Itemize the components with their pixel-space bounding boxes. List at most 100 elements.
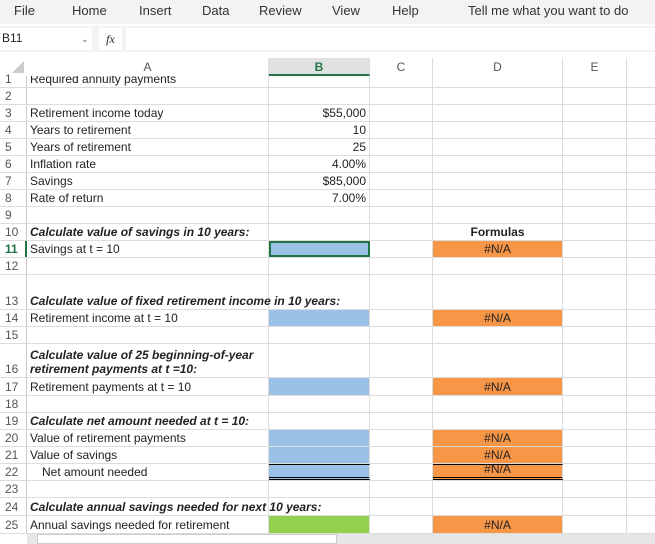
cell-f17[interactable]	[627, 378, 655, 395]
cell-b6[interactable]: 4.00%	[269, 156, 370, 172]
cell-b24[interactable]	[269, 498, 370, 515]
cell-e12[interactable]	[563, 258, 627, 274]
cell-b17[interactable]	[269, 378, 370, 395]
cell-c16[interactable]	[370, 344, 433, 377]
cell-f5[interactable]	[627, 139, 655, 155]
cell-d2[interactable]	[433, 88, 563, 104]
cell-f10[interactable]	[627, 224, 655, 240]
cell-c12[interactable]	[370, 258, 433, 274]
menu-review[interactable]: Review	[259, 3, 302, 18]
cell-f18[interactable]	[627, 396, 655, 412]
cell-a12[interactable]	[27, 258, 269, 274]
cell-a3[interactable]: Retirement income today	[27, 105, 269, 121]
cell-f20[interactable]	[627, 430, 655, 446]
cell-f15[interactable]	[627, 327, 655, 343]
cell-a25[interactable]: Annual savings needed for retirement	[27, 516, 269, 533]
cell-b20[interactable]	[269, 430, 370, 446]
cell-c8[interactable]	[370, 190, 433, 206]
column-header-d[interactable]: D	[433, 58, 563, 76]
cell-d13[interactable]	[433, 275, 563, 309]
insert-function-button[interactable]: fx	[99, 28, 122, 50]
cell-b4[interactable]: 10	[269, 122, 370, 138]
cell-f23[interactable]	[627, 481, 655, 497]
cell-e4[interactable]	[563, 122, 627, 138]
row-header[interactable]: 11	[0, 241, 27, 257]
cell-d14[interactable]: #N/A	[433, 310, 563, 326]
cell-b3[interactable]: $55,000	[269, 105, 370, 121]
cell-c2[interactable]	[370, 88, 433, 104]
cell-c13[interactable]	[370, 275, 433, 309]
cell-e10[interactable]	[563, 224, 627, 240]
cell-f1[interactable]	[627, 76, 655, 87]
cell-b10[interactable]	[269, 224, 370, 240]
cell-f2[interactable]	[627, 88, 655, 104]
cell-a21[interactable]: Value of savings	[27, 447, 269, 463]
menu-help[interactable]: Help	[392, 3, 419, 18]
row-header[interactable]: 9	[0, 207, 27, 223]
cell-c18[interactable]	[370, 396, 433, 412]
cell-c14[interactable]	[370, 310, 433, 326]
cell-f13[interactable]	[627, 275, 655, 309]
cell-f6[interactable]	[627, 156, 655, 172]
cell-f21[interactable]	[627, 447, 655, 463]
cell-a10[interactable]: Calculate value of savings in 10 years:	[27, 224, 269, 240]
cell-a13[interactable]: Calculate value of fixed retirement inco…	[27, 275, 340, 309]
cell-b13[interactable]	[269, 275, 370, 309]
cell-c17[interactable]	[370, 378, 433, 395]
cell-a8[interactable]: Rate of return	[27, 190, 269, 206]
cell-f9[interactable]	[627, 207, 655, 223]
cell-c5[interactable]	[370, 139, 433, 155]
cell-b19[interactable]	[269, 413, 370, 429]
cell-d12[interactable]	[433, 258, 563, 274]
cell-d15[interactable]	[433, 327, 563, 343]
cell-e20[interactable]	[563, 430, 627, 446]
cell-c24[interactable]	[370, 498, 433, 515]
cell-b14[interactable]	[269, 310, 370, 326]
cell-e9[interactable]	[563, 207, 627, 223]
row-header[interactable]: 21	[0, 447, 27, 463]
cell-d19[interactable]	[433, 413, 563, 429]
row-header[interactable]: 7	[0, 173, 27, 189]
cell-a11[interactable]: Savings at t = 10	[27, 241, 269, 257]
cell-d8[interactable]	[433, 190, 563, 206]
cell-d22[interactable]: #N/A	[433, 462, 563, 480]
row-header[interactable]: 12	[0, 258, 27, 274]
cell-b8[interactable]: 7.00%	[269, 190, 370, 206]
select-all-button[interactable]	[0, 58, 27, 76]
cell-e2[interactable]	[563, 88, 627, 104]
column-header-c[interactable]: C	[370, 58, 433, 76]
cell-d10[interactable]: Formulas	[433, 224, 563, 240]
column-header-e[interactable]: E	[563, 58, 627, 76]
cell-d11[interactable]: #N/A	[433, 241, 563, 257]
cell-a16[interactable]: Calculate value of 25 beginning-of-year …	[27, 344, 269, 377]
menu-home[interactable]: Home	[72, 3, 107, 18]
cell-f22[interactable]	[627, 464, 655, 480]
cell-b25[interactable]	[269, 516, 370, 533]
cell-d25[interactable]: #N/A	[433, 516, 563, 533]
row-header[interactable]: 16	[0, 344, 27, 377]
cell-d3[interactable]	[433, 105, 563, 121]
column-header-a[interactable]: A	[27, 58, 269, 76]
cell-a22[interactable]: Net amount needed	[27, 464, 269, 480]
cell-e7[interactable]	[563, 173, 627, 189]
cell-d1[interactable]	[433, 76, 563, 87]
cell-e14[interactable]	[563, 310, 627, 326]
row-header[interactable]: 10	[0, 224, 27, 240]
horizontal-scrollbar[interactable]	[27, 534, 655, 544]
cell-d4[interactable]	[433, 122, 563, 138]
cell-d24[interactable]	[433, 498, 563, 515]
row-header[interactable]: 13	[0, 275, 27, 309]
row-header[interactable]: 8	[0, 190, 27, 206]
cell-e25[interactable]	[563, 516, 627, 533]
cell-f12[interactable]	[627, 258, 655, 274]
cell-a6[interactable]: Inflation rate	[27, 156, 269, 172]
cell-a9[interactable]	[27, 207, 269, 223]
cell-e6[interactable]	[563, 156, 627, 172]
cell-a2[interactable]	[27, 88, 269, 104]
cell-c25[interactable]	[370, 516, 433, 533]
row-header[interactable]: 6	[0, 156, 27, 172]
cell-c4[interactable]	[370, 122, 433, 138]
cell-c6[interactable]	[370, 156, 433, 172]
cell-e18[interactable]	[563, 396, 627, 412]
cell-f16[interactable]	[627, 344, 655, 377]
